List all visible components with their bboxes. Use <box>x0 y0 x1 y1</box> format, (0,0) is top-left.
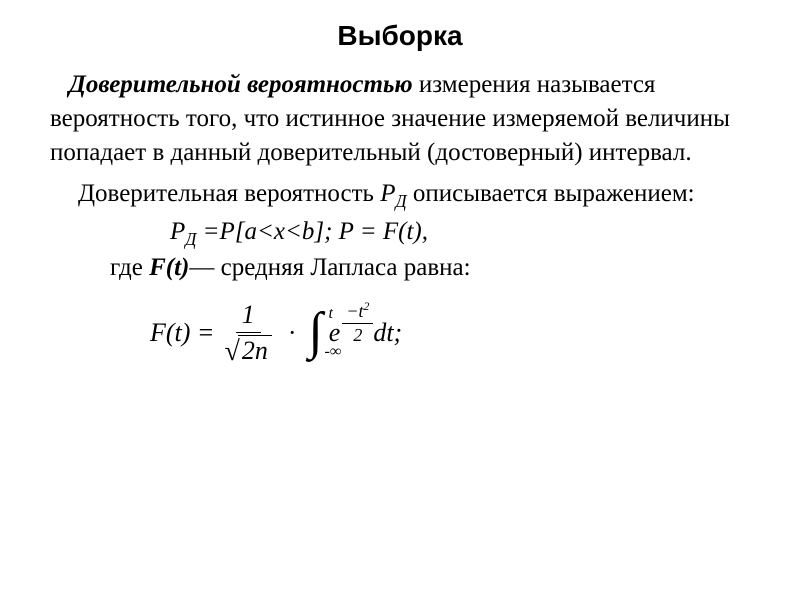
integral-lower-limit: -∞ <box>325 343 342 361</box>
sqrt-wrap: √ 2n <box>224 335 271 366</box>
formula-lhs: Р <box>170 218 185 245</box>
term-confidence-probability: Доверительной вероятностью <box>69 71 413 98</box>
integral-formula: F(t) = 1 √ 2n · t ∫ -∞ e −t2 2 dt; <box>150 300 750 367</box>
paragraph-definition: Доверительной вероятностью измерения наз… <box>50 68 750 169</box>
exponent-fraction: −t2 2 <box>342 300 373 346</box>
integral-sign-wrap: t ∫ -∞ <box>307 311 325 355</box>
integral-upper-limit: t <box>329 305 333 323</box>
expr-intro-post: описывается выражением: <box>407 180 695 207</box>
desc-post: — средняя Лапласа равна: <box>189 254 470 281</box>
exp-den: 2 <box>349 324 366 346</box>
integral-tail: dt; <box>373 318 402 348</box>
desc-pre: где <box>110 254 149 281</box>
exp-num: −t2 <box>342 300 373 324</box>
exp-squared: 2 <box>363 300 369 313</box>
slide-title: Выборка <box>50 20 750 52</box>
desc-ft: F(t) <box>149 254 189 281</box>
integral-lhs: F(t) = <box>150 318 214 348</box>
formula-description: где F(t)— средняя Лапласа равна: <box>110 254 750 282</box>
frac-num: 1 <box>236 300 261 333</box>
expr-intro-pre: Доверительная вероятность <box>78 180 380 207</box>
integral-symbol: ∫ <box>309 303 323 360</box>
sqrt-arg: 2n <box>238 335 272 366</box>
slide-container: Выборка Доверительной вероятностью измер… <box>0 0 800 387</box>
formula-lhs-sub: Д <box>185 229 196 249</box>
var-p: Р <box>380 180 395 207</box>
fraction-coefficient: 1 √ 2n <box>218 300 277 367</box>
var-p-sub: Д <box>395 191 406 211</box>
frac-den: √ 2n <box>218 333 277 367</box>
paragraph-expression-intro: Доверительная вероятность РД описывается… <box>50 177 750 214</box>
formula-rhs: =Р[a<x<b]; P = F(t), <box>196 218 428 245</box>
multiply-dot: · <box>288 318 297 348</box>
formula-pd: РД =Р[a<x<b]; P = F(t), <box>170 218 750 250</box>
